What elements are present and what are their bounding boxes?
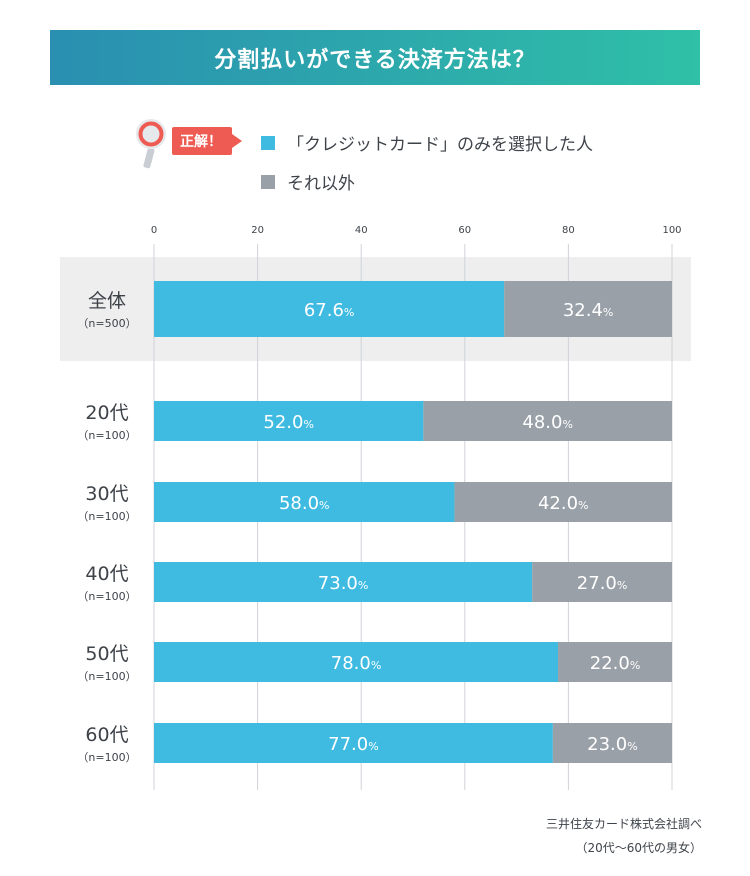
legend: 正解！ 「クレジットカード」のみを選択した人 それ以外 — [133, 112, 653, 202]
bar-other-1 — [423, 401, 672, 441]
legend-label-credit: 「クレジットカード」のみを選択した人 — [287, 135, 593, 155]
answer-badge: 正解！ — [172, 127, 242, 155]
bar-credit-1 — [154, 401, 424, 441]
tick-label-60: 60 — [458, 225, 471, 236]
data-label-credit-2: 58.0% — [279, 493, 330, 514]
data-label-other-5: 23.0% — [587, 734, 638, 755]
bar-other-0 — [504, 281, 672, 337]
legend-label-other: それ以外 — [287, 174, 355, 194]
chart-title: 分割払いができる決済方法は？ — [214, 47, 536, 73]
tick-label-80: 80 — [562, 225, 575, 236]
bar-other-4 — [558, 642, 672, 682]
category-sub-label-4: （n=100） — [77, 670, 136, 683]
data-label-other-4: 22.0% — [590, 653, 641, 674]
magnifier-icon — [136, 119, 166, 169]
bar-other-2 — [454, 482, 672, 522]
bar-credit-3 — [154, 562, 533, 602]
data-label-credit-1: 52.0% — [263, 412, 314, 433]
title-bar: 分割払いができる決済方法は？ — [50, 30, 700, 85]
data-label-credit-4: 78.0% — [331, 653, 382, 674]
footer-note: （20代〜60代の男女） — [575, 841, 702, 855]
category-label-4: 50代 — [85, 643, 128, 665]
data-label-credit-0: 67.6% — [304, 300, 355, 321]
bar-other-3 — [532, 562, 672, 602]
bar-credit-4 — [154, 642, 559, 682]
category-label-1: 20代 — [85, 402, 128, 424]
data-label-other-0: 32.4% — [563, 300, 614, 321]
bar-other-5 — [552, 723, 672, 763]
category-sub-label-3: （n=100） — [77, 590, 136, 603]
tick-label-20: 20 — [251, 225, 264, 236]
category-label-3: 40代 — [85, 563, 128, 585]
data-label-credit-5: 77.0% — [328, 734, 379, 755]
legend-item-credit: 「クレジットカード」のみを選択した人 — [261, 130, 593, 155]
footer-source: 三井住友カード株式会社調べ — [545, 817, 702, 831]
category-sub-label-5: （n=100） — [77, 751, 136, 764]
tick-label-100: 100 — [662, 225, 681, 236]
category-sub-label-1: （n=100） — [77, 429, 136, 442]
bar-credit-5 — [154, 723, 553, 763]
legend-swatch-other — [261, 174, 275, 189]
tick-label-40: 40 — [355, 225, 368, 236]
bar-credit-0 — [154, 281, 505, 337]
data-label-other-1: 48.0% — [522, 412, 573, 433]
data-label-credit-3: 73.0% — [318, 573, 369, 594]
legend-swatch-credit — [261, 135, 275, 150]
data-label-other-2: 42.0% — [538, 493, 589, 514]
tick-label-0: 0 — [151, 225, 157, 236]
category-sub-label-2: （n=100） — [77, 510, 136, 523]
category-label-0: 全体 — [88, 290, 126, 312]
data-label-other-3: 27.0% — [577, 573, 628, 594]
bar-credit-2 — [154, 482, 455, 522]
category-sub-label-0: （n=500） — [77, 317, 136, 330]
legend-item-other: それ以外 — [261, 169, 355, 194]
category-label-2: 30代 — [85, 483, 128, 505]
category-label-5: 60代 — [85, 724, 128, 746]
